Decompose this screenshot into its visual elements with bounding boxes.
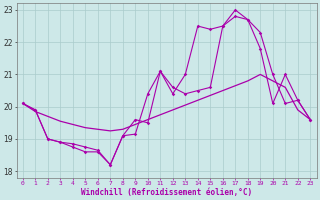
- X-axis label: Windchill (Refroidissement éolien,°C): Windchill (Refroidissement éolien,°C): [81, 188, 252, 197]
